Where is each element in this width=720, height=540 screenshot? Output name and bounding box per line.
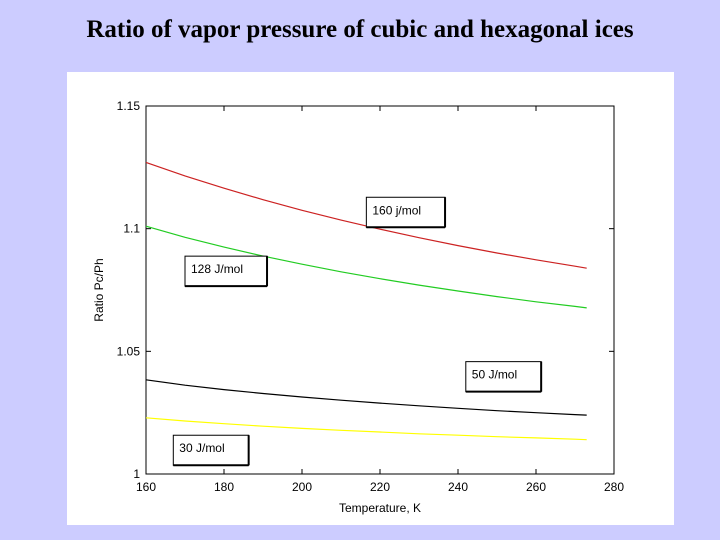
annotation-box: 50 J/mol	[465, 361, 543, 393]
series-line-1	[145, 225, 587, 309]
annotation-label: 50 J/mol	[472, 368, 517, 382]
y-axis-label: Ratio Pc/Ph	[92, 258, 106, 321]
series-line-0	[145, 161, 587, 269]
annotation-box: 160 j/mol	[365, 196, 447, 229]
annotation-box: 128 J/mol	[184, 255, 269, 288]
y-tick-label: 1.1	[123, 222, 140, 236]
annotation-frame	[184, 255, 268, 287]
x-tick-label: 260	[526, 480, 546, 494]
x-tick-label: 220	[370, 480, 390, 494]
figure-panel: 160 180 200 220 240 260 280 1 1.05 1.1 1.15 160 j/…	[67, 72, 674, 525]
annotation-frame	[365, 196, 446, 228]
annotations: 160 j/mol 128 J/mol 50 J/mol 30 J/mol	[172, 196, 543, 467]
annotation-frame	[465, 361, 542, 393]
x-tick-label: 160	[136, 480, 156, 494]
y-tick-label: 1	[133, 467, 140, 481]
x-tick-label: 240	[448, 480, 468, 494]
line-chart: 160 180 200 220 240 260 280 1 1.05 1.1 1.15 160 j/…	[92, 99, 625, 515]
slide-title: Ratio of vapor pressure of cubic and hex…	[86, 16, 634, 43]
y-tick-label: 1.05	[117, 344, 141, 358]
plot-area	[145, 105, 615, 475]
x-tick-label: 280	[604, 480, 624, 494]
annotation-frame	[172, 434, 250, 466]
x-tick-label: 180	[214, 480, 234, 494]
series-lines	[145, 161, 587, 441]
annotation-box: 30 J/mol	[172, 434, 250, 467]
series-line-2	[145, 379, 587, 416]
annotation-label: 160 j/mol	[372, 203, 421, 217]
y-tick-label: 1.15	[117, 99, 141, 113]
x-tick-label: 200	[292, 480, 312, 494]
annotation-label: 128 J/mol	[191, 262, 243, 276]
axis-ticks: 160 180 200 220 240 260 280 1 1.05 1.1 1.15	[117, 99, 625, 494]
annotation-label: 30 J/mol	[179, 441, 224, 455]
x-axis-label: Temperature, K	[339, 501, 421, 515]
series-line-3	[145, 417, 587, 441]
